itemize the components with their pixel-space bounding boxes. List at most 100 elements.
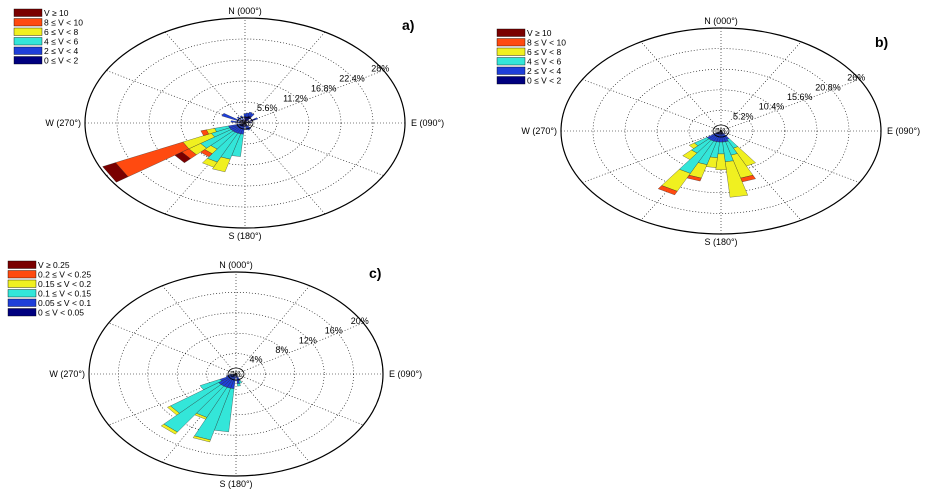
ring-label-1: 8% [275,345,288,355]
ring-label-1: 10.4% [759,102,785,112]
ring-1 [176,332,296,416]
spoke-120 [235,373,364,426]
panel-label: c) [369,265,381,281]
petal-200-bin-3 [192,435,211,443]
spoke-150 [244,122,326,215]
center-circle [712,124,730,138]
direction-label-s: S (180°) [228,231,261,241]
spoke-330 [640,41,722,132]
ring-label-4: 20% [351,316,369,326]
direction-label-e: E (090°) [389,369,422,379]
petal-250-bin-4 [200,129,209,136]
petal-220-bin-3 [682,149,698,160]
panel-label: a) [402,17,414,33]
center-circle [236,116,254,130]
spoke-150 [720,130,802,221]
legend-entry-0: V ≥ 0.25 [38,260,70,270]
center-label: 0% [239,119,251,128]
legend-swatch-3 [496,57,526,66]
spoke-210 [162,373,237,463]
petal-80-bin-0 [244,121,252,124]
ring-label-1: 11.2% [283,93,308,103]
legend-entry-3: 4 ≤ V < 6 [527,57,561,67]
ring-label-0: 5.2% [733,111,754,121]
legend-entry-5: 0 ≤ V < 2 [44,56,78,66]
petal-300-bin-1 [221,113,241,122]
legend-swatch-4 [13,46,43,55]
ring-label-2: 12% [299,335,317,345]
direction-label-s: S (180°) [219,479,252,489]
petal-240-bin-4 [115,141,190,177]
ring-0 [688,110,754,152]
direction-label-n: N (000°) [704,16,738,26]
legend-entry-5: 0 ≤ V < 0.05 [38,308,84,318]
legend-entry-3: 0.1 ≤ V < 0.15 [38,289,91,299]
legend-swatch-5 [7,308,37,317]
spoke-240 [582,130,722,183]
panel-label: b) [875,34,888,50]
outer-ring [88,271,384,477]
legend-swatch-3 [7,289,37,298]
legend-entry-4: 2 ≤ V < 4 [527,66,561,76]
direction-label-w: W (270°) [521,126,557,136]
legend-swatch-1 [7,270,37,279]
direction-label-e: E (090°) [411,118,444,128]
legend-entry-4: 2 ≤ V < 4 [44,46,78,56]
legend-swatch-2 [13,27,43,36]
legend-entry-2: 6 ≤ V < 8 [44,27,78,37]
ring-0 [212,101,278,145]
center-circle [227,367,245,381]
wind-rose-panel-b: 0% 5.2% 10.4%15.6%20.8% 26% N (000°) S (180°)… [496,16,920,247]
center-label: 0% [715,127,727,136]
direction-label-w: W (270°) [49,369,85,379]
petal-210-bin-4 [657,185,678,196]
direction-label-n: N (000°) [219,260,253,270]
petal-230-bin-3 [167,405,180,416]
center-label: 0% [230,370,242,379]
legend-swatch-5 [13,56,43,65]
petal-260-bin-1 [229,374,234,376]
petal-60-bin-1 [254,117,259,120]
legend-swatch-3 [13,37,43,46]
legend-entry-2: 0.15 ≤ V < 0.2 [38,279,91,289]
spoke-30 [235,285,310,375]
legend-swatch-4 [7,298,37,307]
legend-swatch-1 [13,18,43,27]
petal-170-bin-3 [725,160,749,198]
legend-swatch-2 [496,47,526,56]
legend-swatch-0 [7,260,37,269]
ring-label-2: 16.8% [311,83,337,93]
petal-220-bin-3 [160,423,178,435]
legend-entry-4: 0.05 ≤ V < 0.1 [38,298,91,308]
legend-swatch-5 [496,76,526,85]
spoke-120 [244,122,384,176]
ring-label-3: 20.8% [815,82,841,92]
spoke-60 [720,79,860,132]
legend-entry-5: 0 ≤ V < 2 [527,76,561,86]
petal-200-bin-3 [212,156,231,173]
legend-swatch-2 [7,279,37,288]
ring-2 [147,312,325,436]
direction-label-w: W (270°) [45,118,81,128]
petal-20-bin-1 [247,111,253,117]
direction-label-s: S (180°) [704,237,737,247]
wind-rose-panel-c: 0% 4% 8% 12% 16% 20% N (000°) S (180°) E (090°) W… [7,260,422,489]
ring-3 [592,48,850,214]
direction-label-e: E (090°) [887,126,920,136]
petal-240-bin-5 [102,162,129,183]
ring-label-3: 22.4% [339,74,365,84]
legend-swatch-0 [496,28,526,37]
spoke-150 [235,373,310,463]
legend-swatch-1 [496,38,526,47]
legend-entry-1: 8 ≤ V < 10 [527,38,566,48]
spoke-240 [108,373,237,426]
legend-entry-2: 6 ≤ V < 8 [527,47,561,57]
petal-30-bin-1 [249,113,255,118]
legend-entry-1: 0.2 ≤ V < 0.25 [38,270,91,280]
spoke-60 [244,70,384,124]
legend-swatch-0 [13,8,43,17]
petal-170-bin-2 [237,383,241,387]
legend-entry-3: 4 ≤ V < 6 [44,37,78,47]
direction-label-n: N (000°) [228,6,262,16]
petal-230-bin-3 [688,142,699,149]
